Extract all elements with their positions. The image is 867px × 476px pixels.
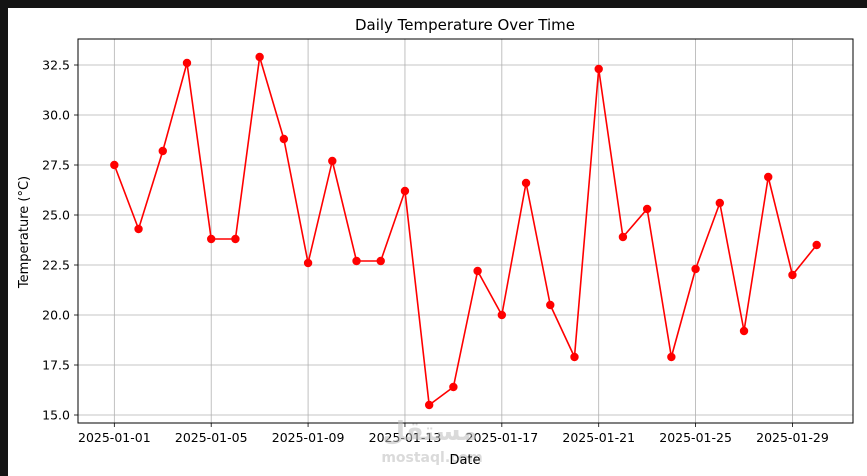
data-point-marker — [788, 270, 797, 280]
y-tick-label: 25.0 — [42, 208, 70, 223]
x-tick-label: 2025-01-17 — [466, 430, 539, 445]
y-tick-label: 30.0 — [42, 108, 70, 123]
x-tick-label: 2025-01-29 — [756, 430, 829, 445]
data-point-marker — [400, 186, 410, 196]
data-point-marker — [182, 58, 192, 68]
data-point-marker — [667, 352, 676, 362]
data-point-marker — [449, 382, 458, 392]
data-point-marker — [110, 160, 119, 170]
watermark: مستقل mostaql.com — [381, 417, 482, 466]
data-point-marker — [570, 352, 579, 362]
data-point-marker — [546, 300, 555, 310]
data-point-marker — [158, 146, 167, 156]
data-point-marker — [231, 234, 240, 244]
data-point-marker — [255, 52, 264, 62]
watermark-url: mostaql.com — [381, 450, 482, 466]
window-left-border — [0, 0, 8, 476]
x-tick-label: 2025-01-09 — [272, 430, 345, 445]
data-point-marker — [521, 178, 531, 188]
series-line — [113, 56, 818, 406]
data-point-marker — [207, 234, 216, 244]
window-top-border — [0, 0, 867, 8]
watermark-logo-text: مستقل — [382, 417, 477, 447]
data-point-marker — [134, 224, 143, 234]
y-tick-label: 17.5 — [42, 358, 70, 373]
grid-lines — [78, 39, 853, 423]
data-point-marker — [497, 310, 507, 320]
data-point-marker — [279, 134, 289, 144]
data-point-marker — [739, 326, 749, 336]
x-tick-label: 2025-01-05 — [175, 430, 248, 445]
x-tick-label: 2025-01-25 — [659, 430, 732, 445]
x-tick-label: 2025-01-13 — [369, 430, 442, 445]
data-point-marker — [618, 232, 628, 242]
data-point-marker — [424, 400, 434, 410]
data-point-marker — [764, 172, 773, 182]
y-axis-ticks: 15.0 17.5 20.0 22.5 25.0 27.5 30.0 32.5 — [42, 58, 78, 423]
data-point-marker — [812, 240, 821, 250]
data-point-marker — [352, 256, 361, 266]
x-tick-label: 2025-01-21 — [562, 430, 635, 445]
data-point-marker — [691, 264, 700, 274]
chart-title: Daily Temperature Over Time — [355, 16, 575, 34]
y-tick-label: 20.0 — [42, 308, 70, 323]
x-axis-ticks: 2025-01-01 2025-01-05 2025-01-09 2025-01-13… — [78, 423, 829, 445]
data-point-marker — [473, 266, 482, 276]
data-point-marker — [594, 64, 603, 74]
x-axis-title: Date — [449, 453, 480, 468]
y-tick-label: 27.5 — [42, 158, 70, 173]
x-tick-label: 2025-01-01 — [78, 430, 151, 445]
data-point-marker — [303, 258, 313, 268]
data-point-marker — [328, 156, 337, 166]
y-tick-label: 15.0 — [42, 408, 70, 423]
series-line-group — [110, 52, 821, 410]
data-point-marker — [376, 256, 385, 266]
data-point-marker — [642, 204, 652, 214]
y-tick-label: 22.5 — [42, 258, 70, 273]
y-tick-label: 32.5 — [42, 58, 70, 73]
data-point-marker — [715, 198, 724, 208]
y-axis-title: Temperature (°C) — [17, 176, 32, 289]
plot-area-frame — [77, 38, 854, 424]
